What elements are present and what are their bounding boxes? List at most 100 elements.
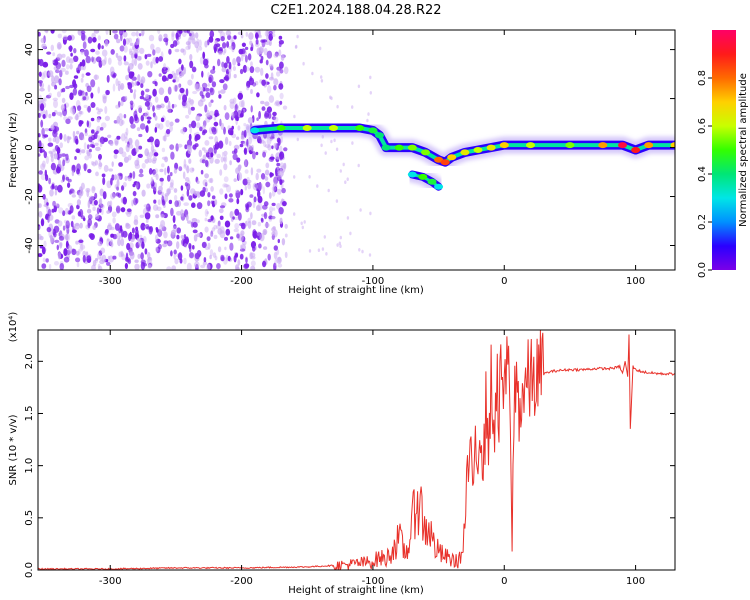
noise-dot <box>254 66 261 73</box>
noise-dot <box>185 114 190 119</box>
noise-dot <box>218 94 222 99</box>
noise-dot <box>86 208 92 214</box>
noise-dot <box>263 47 268 56</box>
noise-dot <box>117 55 123 62</box>
noise-dot <box>59 142 63 149</box>
noise-dot <box>92 225 97 230</box>
noise-dot <box>139 95 145 100</box>
signal-track-point <box>381 144 391 151</box>
noise-dot <box>50 234 53 244</box>
noise-dot <box>220 89 226 94</box>
noise-dot <box>140 115 144 122</box>
noise-dot <box>245 257 248 264</box>
noise-dot <box>46 202 49 206</box>
noise-dot <box>117 192 122 198</box>
colorbar-label: Normalized spectral amplitude <box>738 73 749 227</box>
noise-dot <box>274 258 277 267</box>
noise-dot <box>129 89 133 93</box>
noise-dot <box>109 239 113 246</box>
noise-dot <box>184 144 188 150</box>
noise-dot <box>339 244 342 248</box>
noise-dot <box>240 134 244 140</box>
noise-dot <box>221 67 227 73</box>
noise-dot <box>41 72 45 80</box>
noise-dot <box>56 91 62 98</box>
noise-dot <box>109 226 115 231</box>
noise-dot <box>119 30 124 36</box>
noise-dot <box>276 137 281 143</box>
noise-dot <box>201 70 204 78</box>
noise-dot <box>323 235 326 239</box>
noise-dot <box>204 63 209 69</box>
noise-dot <box>47 142 54 147</box>
noise-dot <box>260 173 266 180</box>
noise-dot <box>139 123 146 130</box>
noise-dot <box>339 169 342 173</box>
noise-dot <box>67 245 73 252</box>
noise-dot <box>160 214 165 218</box>
noise-dot <box>38 140 42 149</box>
noise-dot <box>268 33 274 41</box>
noise-dot <box>106 238 110 242</box>
noise-dot <box>80 182 85 190</box>
signal-track-point <box>329 125 338 131</box>
signal-track-point <box>276 125 286 131</box>
noise-dot <box>106 210 111 214</box>
noise-dot <box>134 163 141 169</box>
noise-dot <box>173 194 178 201</box>
noise-dot <box>281 187 286 194</box>
noise-dot <box>101 208 104 215</box>
noise-dot <box>198 149 202 158</box>
noise-dot <box>204 87 210 92</box>
noise-dot <box>273 262 277 270</box>
noise-dot <box>86 120 90 128</box>
signal-track-point <box>670 142 675 149</box>
noise-dot <box>99 142 103 148</box>
noise-dot <box>207 192 211 198</box>
noise-dot <box>342 162 345 167</box>
noise-dot <box>173 253 176 260</box>
noise-dot <box>227 255 231 262</box>
noise-dot <box>123 156 129 163</box>
noise-dot <box>129 116 134 125</box>
secondary-track-point <box>418 173 428 180</box>
noise-dot <box>174 258 179 265</box>
noise-dot <box>207 83 211 87</box>
snr-xlabel: Height of straight line (km) <box>288 585 424 596</box>
noise-dot <box>158 73 162 77</box>
noise-dot <box>188 123 192 128</box>
y-tick-label: 0 <box>24 144 35 150</box>
noise-dot <box>134 116 140 124</box>
noise-dot <box>250 212 253 220</box>
noise-dot <box>133 89 137 93</box>
noise-dot <box>183 67 187 75</box>
noise-dot <box>141 241 145 249</box>
noise-dot <box>188 36 193 40</box>
noise-dot <box>271 33 276 38</box>
noise-dot <box>220 156 224 163</box>
noise-dot <box>233 228 239 233</box>
noise-dot <box>237 259 241 266</box>
x-tick-label: -100 <box>362 276 385 287</box>
noise-dot <box>124 131 128 139</box>
noise-dot <box>196 202 203 210</box>
noise-dot <box>369 211 372 216</box>
noise-dot <box>224 236 228 241</box>
noise-dot <box>45 94 52 99</box>
noise-dot <box>223 157 226 162</box>
noise-dot <box>217 58 221 67</box>
noise-dot <box>240 222 246 230</box>
noise-dot <box>250 144 254 152</box>
noise-dot <box>38 253 43 258</box>
noise-dot <box>180 128 184 134</box>
noise-dot <box>56 244 59 251</box>
noise-dot <box>224 136 229 145</box>
noise-dot <box>75 148 81 153</box>
noise-dot <box>128 63 134 70</box>
noise-dot <box>335 199 339 203</box>
noise-dot <box>206 236 211 242</box>
noise-dot <box>122 182 127 188</box>
noise-dot <box>155 238 161 244</box>
noise-dot <box>229 160 232 166</box>
noise-dot <box>179 73 183 79</box>
